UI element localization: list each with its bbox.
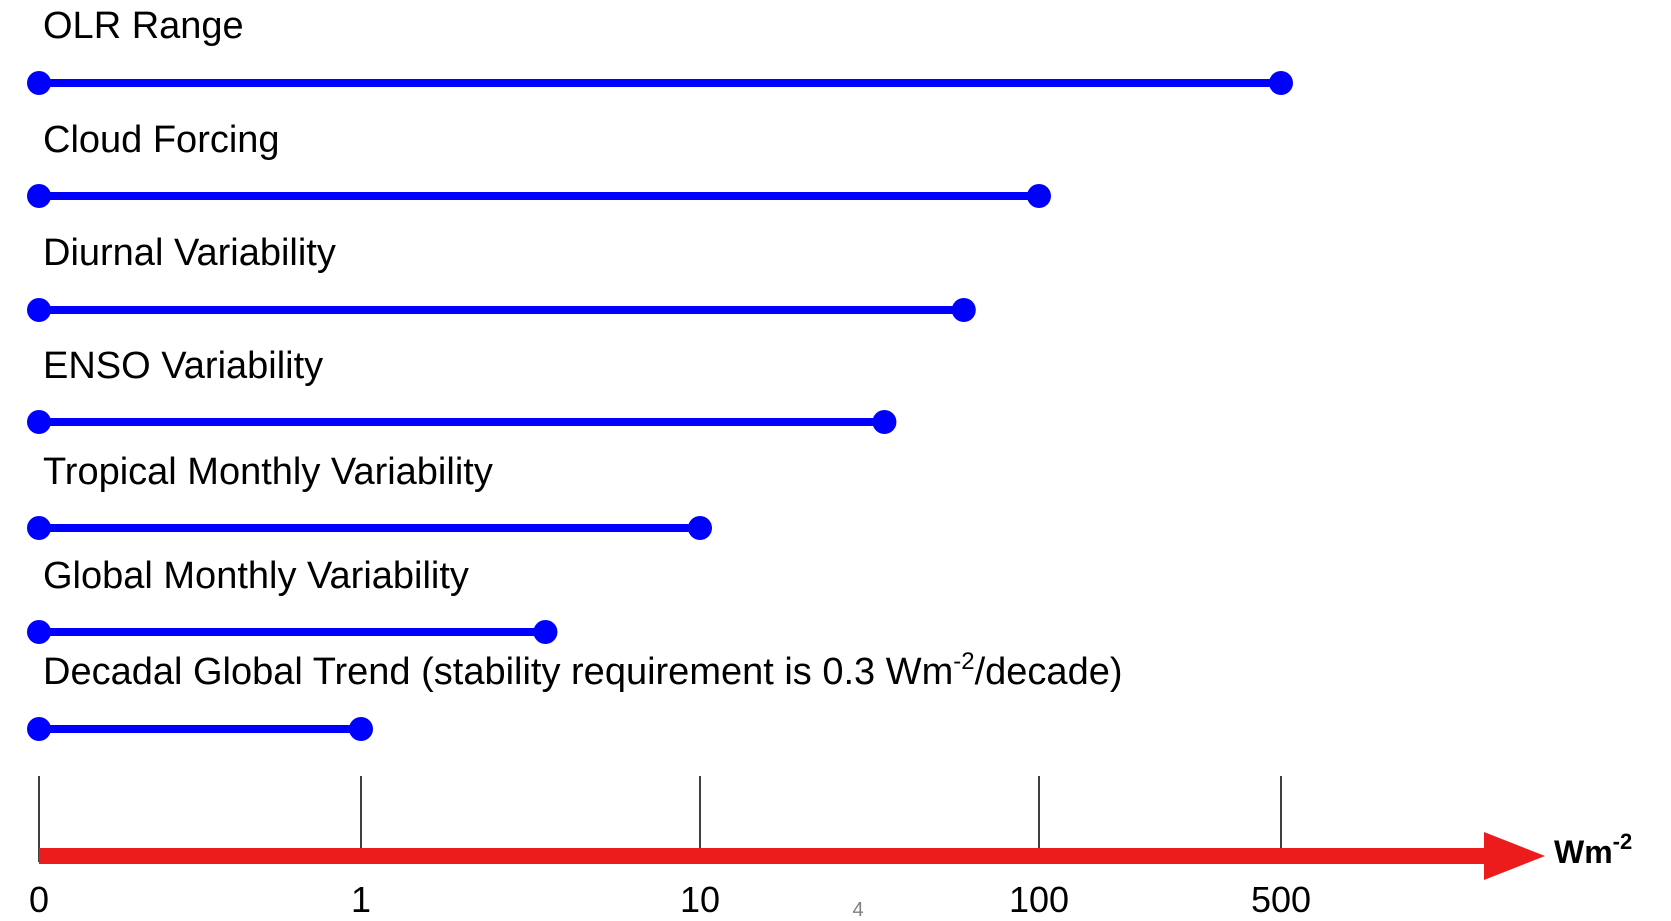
range-bars: OLR Range Cloud Forcing Diurnal Variabilit… [27,5,1293,741]
range-start-olr-range [27,71,51,95]
range-start-global-monthly-variability [27,620,51,644]
tick-label-0: 0 [29,879,49,920]
axis-unit-label: Wm-2 [1554,829,1632,870]
label-enso-variability: ENSO Variability [43,345,323,387]
label-tropical-monthly-variability: Tropical Monthly Variability [43,451,493,493]
range-end-olr-range [1269,71,1293,95]
range-start-decadal-global-trend [27,717,51,741]
x-axis-arrow [39,832,1545,880]
label-decadal-global-trend: Decadal Global Trend (stability requirem… [43,648,1123,693]
label-cloud-forcing: Cloud Forcing [43,119,280,161]
page-number: 4 [852,899,863,921]
axis-ticks: 0 1 10 100 500 [29,776,1311,920]
label-olr-range: OLR Range [43,5,244,47]
label-diurnal-variability: Diurnal Variability [43,232,336,274]
range-start-enso-variability [27,410,51,434]
range-start-diurnal-variability [27,298,51,322]
range-start-tropical-monthly-variability [27,516,51,540]
range-end-diurnal-variability [951,298,976,322]
range-end-enso-variability [872,410,897,434]
range-end-cloud-forcing [1027,184,1051,208]
tick-label-500: 500 [1251,879,1311,920]
range-end-decadal-global-trend [349,717,373,741]
range-end-global-monthly-variability [533,620,558,644]
range-end-tropical-monthly-variability [688,516,712,540]
tick-label-10: 10 [680,879,720,920]
tick-label-100: 100 [1009,879,1069,920]
label-global-monthly-variability: Global Monthly Variability [43,555,469,597]
range-start-cloud-forcing [27,184,51,208]
tick-label-1: 1 [351,879,371,920]
